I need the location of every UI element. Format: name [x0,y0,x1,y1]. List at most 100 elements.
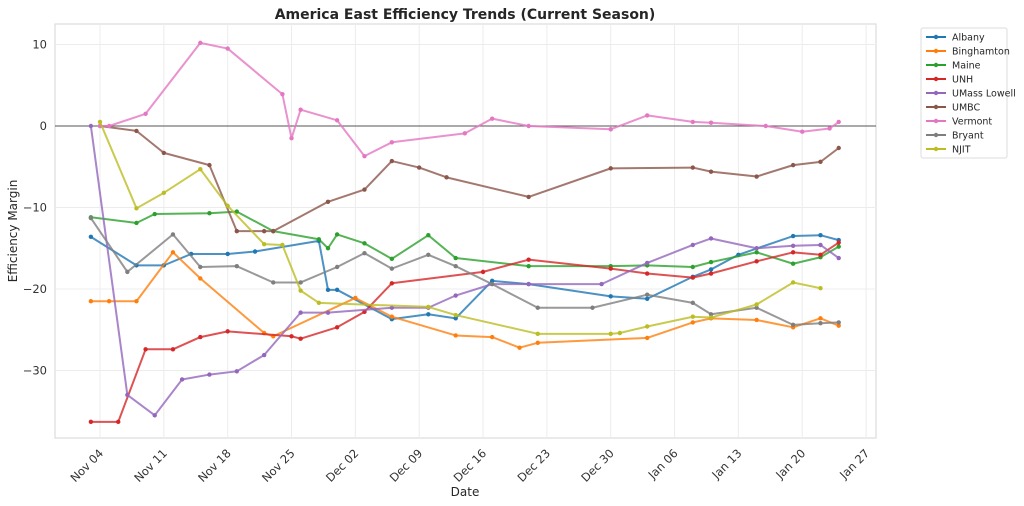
data-point [225,329,230,334]
data-point [526,257,531,262]
data-point [526,123,531,129]
data-point [818,316,823,321]
data-point [198,166,203,172]
x-tick-label: Nov 11 [131,446,170,485]
data-point [106,299,112,304]
data-point [334,118,340,123]
data-point [234,228,239,234]
data-point [645,335,650,341]
data-point [708,259,714,265]
data-point [426,312,431,317]
legend-item: Bryant [926,131,984,142]
data-point [645,292,650,297]
data-point [334,287,340,293]
legend-label: UMBC [952,103,981,114]
data-point [480,269,486,275]
legend-label: UNH [952,75,973,86]
y-tick-label: −10 [23,201,47,215]
x-tick-label: Jan 27 [836,446,872,482]
data-point [134,206,139,211]
data-point [252,249,258,254]
data-point [134,299,139,304]
x-tick-label: Jan 06 [645,446,681,482]
data-point [289,136,294,141]
data-point [608,331,613,337]
x-tick-label: Jan 20 [772,446,808,482]
legend-label: Bryant [952,131,984,142]
data-point [389,158,395,164]
chart-title: America East Efficiency Trends (Current … [275,7,656,23]
data-point [453,293,458,298]
legend-marker [933,76,939,82]
data-point [489,334,495,340]
data-point [389,314,395,319]
data-point [526,281,531,287]
data-point [234,263,239,269]
series-maine [88,209,841,270]
data-point [179,377,185,382]
data-point [645,324,650,329]
data-point [836,119,841,125]
data-point [161,190,167,196]
legend-marker [933,90,939,96]
y-tick-label: 10 [32,38,47,52]
data-point [708,120,714,125]
data-point [800,129,805,134]
data-point [754,302,759,307]
data-point [818,159,823,165]
data-point [517,345,522,350]
data-point [690,242,695,248]
data-point [261,241,267,247]
data-point [818,285,823,291]
grid [55,24,876,438]
data-point [170,347,176,352]
data-point [152,211,157,217]
data-point [334,232,340,237]
data-point [198,264,203,270]
data-point [827,126,832,131]
data-point [353,295,358,301]
data-point [790,233,796,239]
data-point [143,347,148,352]
data-point [836,145,841,151]
x-tick-label: Nov 18 [195,446,234,485]
data-point [754,250,759,255]
legend: Albany Binghamton Maine UNH UMass Lowell UMBC… [920,27,1016,159]
data-point [125,392,130,398]
data-point [389,305,395,310]
data-point [271,228,276,234]
data-point [790,250,796,255]
y-axis-label: Efficiency Margin [6,180,20,283]
data-point [207,162,212,168]
data-point [453,312,458,318]
legend-marker [933,104,939,110]
data-point [261,228,267,234]
x-tick-label: Dec 02 [323,446,362,485]
y-tick-label: −30 [23,364,47,378]
data-point [645,113,650,118]
data-point [426,233,431,238]
data-point [754,317,759,323]
data-point [608,266,613,271]
data-point [125,269,130,275]
data-point [690,119,695,125]
series-umass-lowell [88,123,841,418]
data-point [489,278,495,284]
x-tick-label: Dec 09 [387,446,426,485]
data-point [790,162,796,168]
data-point [836,240,841,245]
data-point [818,233,823,238]
data-point [645,296,650,301]
data-point [426,304,431,310]
legend-item: Maine [926,61,981,72]
data-point [362,250,367,256]
data-point [690,165,695,170]
data-point [298,288,303,293]
plot-area [54,23,877,439]
data-point [836,320,841,325]
data-point [97,119,103,125]
data-point [535,305,540,310]
data-point [708,169,714,174]
data-point [334,264,340,270]
data-point [325,199,331,204]
